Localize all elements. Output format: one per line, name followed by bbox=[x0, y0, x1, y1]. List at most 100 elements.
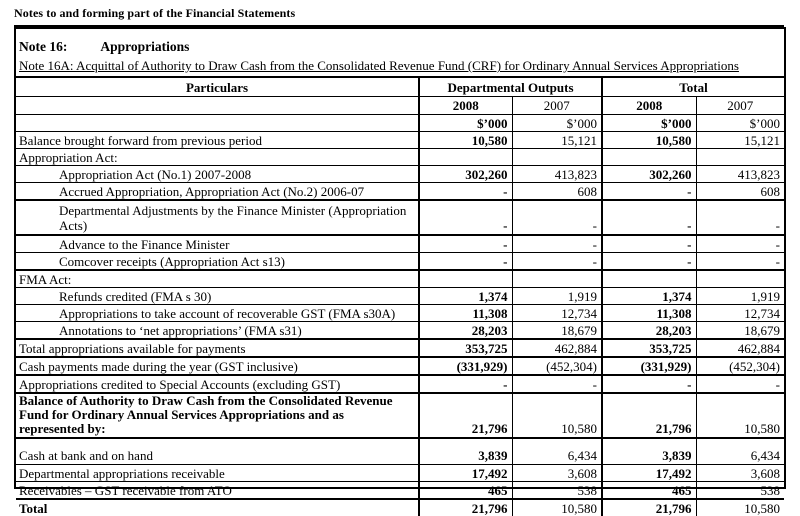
value-cell: 10,580 bbox=[602, 132, 696, 149]
value-cell: 413,823 bbox=[512, 166, 602, 183]
value-cell: - bbox=[696, 253, 784, 271]
table-row: FMA Act: bbox=[16, 270, 784, 288]
note-number: Note 16: bbox=[19, 39, 67, 54]
value-cell: 12,734 bbox=[512, 305, 602, 322]
value-cell: 465 bbox=[602, 482, 696, 500]
value-cell: - bbox=[696, 375, 784, 393]
value-cell: 18,679 bbox=[512, 322, 602, 340]
value-cell: 1,919 bbox=[696, 288, 784, 305]
value-cell: 465 bbox=[419, 482, 512, 500]
value-cell: (331,929) bbox=[419, 357, 512, 375]
value-cell: - bbox=[696, 200, 784, 235]
value-cell: 1,374 bbox=[602, 288, 696, 305]
value-cell: 1,919 bbox=[512, 288, 602, 305]
row-label: Balance brought forward from previous pe… bbox=[16, 132, 419, 149]
table-row: Appropriation Act: bbox=[16, 149, 784, 166]
value-cell: 413,823 bbox=[696, 166, 784, 183]
year-header: 2007 bbox=[696, 97, 784, 115]
value-cell: 538 bbox=[512, 482, 602, 500]
value-cell: - bbox=[419, 375, 512, 393]
group-header-departmental-outputs: Departmental Outputs bbox=[419, 77, 602, 97]
value-cell: 3,608 bbox=[512, 465, 602, 482]
document-title: Notes to and forming part of the Financi… bbox=[14, 6, 784, 27]
table-row: Annotations to ‘net appropriations’ (FMA… bbox=[16, 322, 784, 340]
table-header: Particulars Departmental Outputs Total 2… bbox=[16, 77, 784, 132]
table-row: Cash payments made during the year (GST … bbox=[16, 357, 784, 375]
value-cell: 462,884 bbox=[512, 339, 602, 357]
blank-cell bbox=[16, 97, 419, 115]
year-header: 2007 bbox=[512, 97, 602, 115]
header-year-row: 2008 2007 2008 2007 bbox=[16, 97, 784, 115]
value-cell: 10,580 bbox=[512, 393, 602, 438]
row-label: Annotations to ‘net appropriations’ (FMA… bbox=[16, 322, 419, 340]
header-group-row: Particulars Departmental Outputs Total bbox=[16, 77, 784, 97]
value-cell: 21,796 bbox=[602, 393, 696, 438]
row-label: Departmental appropriations receivable bbox=[16, 465, 419, 482]
page: { "page_title": "Notes to and forming pa… bbox=[0, 0, 800, 497]
value-cell: - bbox=[696, 235, 784, 253]
row-label: Cash at bank and on hand bbox=[16, 438, 419, 465]
row-label: Advance to the Finance Minister bbox=[16, 235, 419, 253]
table-row: Total appropriations available for payme… bbox=[16, 339, 784, 357]
value-cell bbox=[512, 149, 602, 166]
value-cell: - bbox=[419, 183, 512, 201]
value-cell: - bbox=[602, 253, 696, 271]
value-cell: 21,796 bbox=[419, 393, 512, 438]
value-cell: (452,304) bbox=[696, 357, 784, 375]
value-cell: 21,796 bbox=[602, 499, 696, 516]
value-cell: (452,304) bbox=[512, 357, 602, 375]
value-cell: 302,260 bbox=[602, 166, 696, 183]
note-subtitle: Note 16A: Acquittal of Authority to Draw… bbox=[19, 58, 784, 74]
value-cell bbox=[419, 149, 512, 166]
table-row: Comcover receipts (Appropriation Act s13… bbox=[16, 253, 784, 271]
value-cell: (331,929) bbox=[602, 357, 696, 375]
table-row: Accrued Appropriation, Appropriation Act… bbox=[16, 183, 784, 201]
value-cell: 10,580 bbox=[512, 499, 602, 516]
value-cell bbox=[602, 270, 696, 288]
value-cell: - bbox=[419, 253, 512, 271]
unit-header: $’000 bbox=[419, 115, 512, 132]
row-label: Total appropriations available for payme… bbox=[16, 339, 419, 357]
value-cell: 3,608 bbox=[696, 465, 784, 482]
row-label: FMA Act: bbox=[16, 270, 419, 288]
particulars-header: Particulars bbox=[16, 77, 419, 97]
row-label: Appropriations credited to Special Accou… bbox=[16, 375, 419, 393]
row-label: Appropriation Act: bbox=[16, 149, 419, 166]
row-label: Appropriations to take account of recove… bbox=[16, 305, 419, 322]
table-row: Balance of Authority to Draw Cash from t… bbox=[16, 393, 784, 438]
value-cell: - bbox=[419, 235, 512, 253]
unit-header: $’000 bbox=[696, 115, 784, 132]
table-body: Balance brought forward from previous pe… bbox=[16, 132, 784, 516]
value-cell: 3,839 bbox=[419, 438, 512, 465]
value-cell: 17,492 bbox=[419, 465, 512, 482]
value-cell: - bbox=[512, 375, 602, 393]
row-label: Departmental Adjustments by the Finance … bbox=[16, 200, 419, 235]
value-cell: 12,734 bbox=[696, 305, 784, 322]
value-cell: - bbox=[419, 200, 512, 235]
note-title: Appropriations bbox=[100, 39, 189, 55]
value-cell: 28,203 bbox=[602, 322, 696, 340]
value-cell: 10,580 bbox=[696, 499, 784, 516]
value-cell: 18,679 bbox=[696, 322, 784, 340]
value-cell: - bbox=[602, 235, 696, 253]
year-header: 2008 bbox=[419, 97, 512, 115]
value-cell: - bbox=[602, 200, 696, 235]
table-row: Advance to the Finance Minister---- bbox=[16, 235, 784, 253]
blank-cell bbox=[16, 115, 419, 132]
value-cell: 608 bbox=[512, 183, 602, 201]
group-header-total: Total bbox=[602, 77, 784, 97]
value-cell: 28,203 bbox=[419, 322, 512, 340]
value-cell: - bbox=[602, 183, 696, 201]
appropriations-table: Particulars Departmental Outputs Total 2… bbox=[16, 76, 784, 516]
value-cell: 462,884 bbox=[696, 339, 784, 357]
year-header: 2008 bbox=[602, 97, 696, 115]
table-row: Balance brought forward from previous pe… bbox=[16, 132, 784, 149]
value-cell: 10,580 bbox=[419, 132, 512, 149]
value-cell: 1,374 bbox=[419, 288, 512, 305]
value-cell: 538 bbox=[696, 482, 784, 500]
